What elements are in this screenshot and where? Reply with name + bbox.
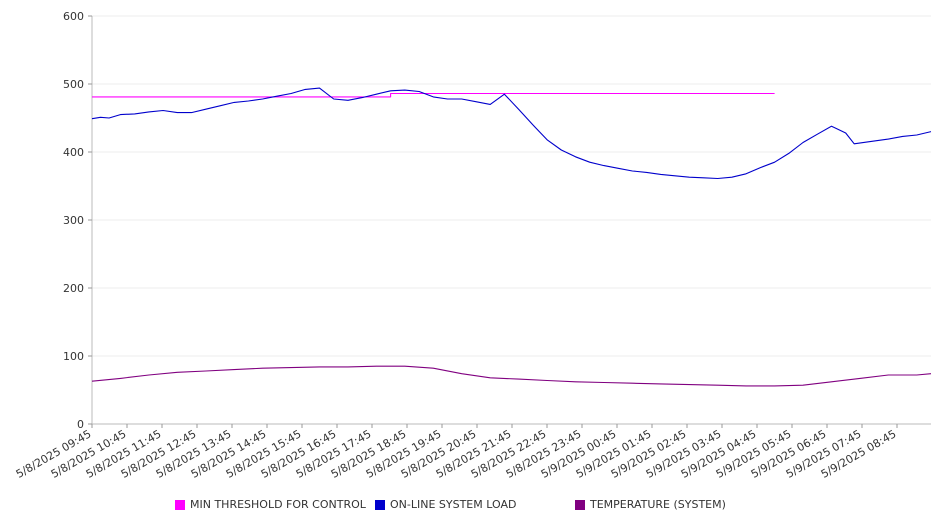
series-line-1 <box>91 87 932 180</box>
legend-swatch-temperature <box>575 499 585 510</box>
series-line-0 <box>92 92 775 98</box>
legend: MIN THRESHOLD FOR CONTROL ON-LINE SYSTEM… <box>0 498 946 514</box>
legend-swatch-threshold <box>175 499 185 510</box>
legend-label-system-load: ON-LINE SYSTEM LOAD <box>390 498 517 511</box>
y-tick-label: 200 <box>63 282 84 295</box>
series-line-2 <box>91 365 932 387</box>
y-tick-label: 100 <box>63 350 84 363</box>
series-lines <box>91 87 932 387</box>
y-tick-label: 500 <box>63 78 84 91</box>
legend-item-temperature: TEMPERATURE (SYSTEM) <box>575 498 726 511</box>
legend-swatch-system-load <box>375 499 385 510</box>
grid-lines <box>92 15 931 357</box>
y-tick-label: 600 <box>63 10 84 23</box>
y-tick-label: 300 <box>63 214 84 227</box>
legend-item-threshold: MIN THRESHOLD FOR CONTROL <box>175 498 366 511</box>
legend-label-threshold: MIN THRESHOLD FOR CONTROL <box>190 498 366 511</box>
y-tick-label: 400 <box>63 146 84 159</box>
x-axis-ticks: 5/8/2025 09:455/8/2025 10:455/8/2025 11:… <box>14 424 899 481</box>
legend-label-temperature: TEMPERATURE (SYSTEM) <box>590 498 726 511</box>
y-tick-label: 0 <box>77 418 84 431</box>
y-axis-ticks: 0 100 200 300 400 500 600 <box>63 10 92 431</box>
legend-item-system-load: ON-LINE SYSTEM LOAD <box>375 498 516 511</box>
